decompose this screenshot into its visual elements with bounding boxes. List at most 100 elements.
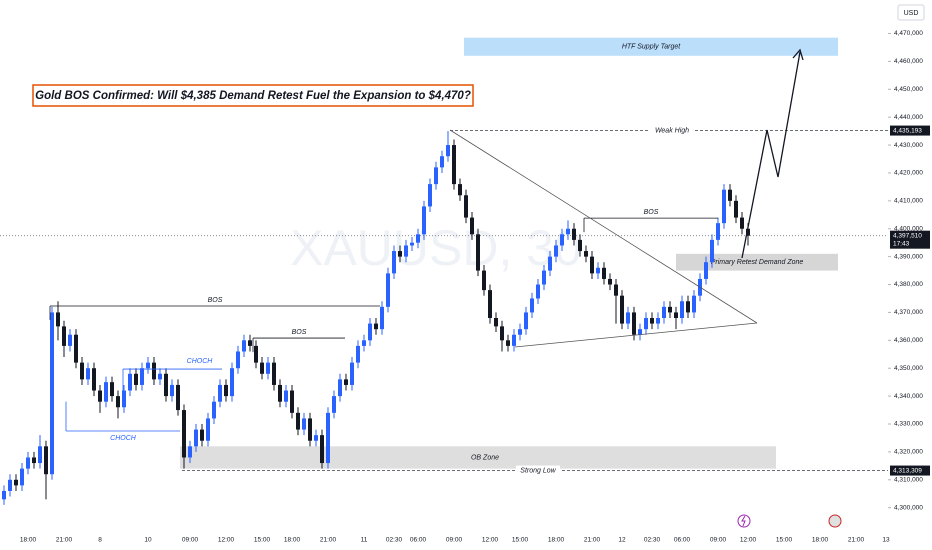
level-label-bg [650, 125, 694, 136]
candle-body [608, 278, 612, 285]
candle-body [656, 318, 660, 324]
y-tick-label: 4,390,000 [894, 253, 923, 260]
watermark: XAUUSD, 30 [290, 220, 582, 276]
x-tick-label: 21:00 [848, 537, 865, 544]
candle-body [8, 479, 12, 491]
candle-body [566, 228, 570, 235]
y-tick-label: 4,380,000 [894, 281, 923, 288]
candle-body [344, 379, 348, 385]
candle-body [536, 284, 540, 299]
y-tick-label: 4,360,000 [894, 337, 923, 344]
x-tick-label: 21:00 [320, 537, 337, 544]
event-icon-bolt [741, 515, 746, 527]
y-tick-label: 4,430,000 [894, 142, 923, 149]
candle-body [176, 384, 180, 411]
candle-body [194, 429, 198, 447]
x-tick-label: 12:00 [740, 537, 757, 544]
x-tick-label: 18:00 [20, 537, 37, 544]
candle-body [32, 457, 36, 464]
zone [676, 253, 838, 271]
candle-body [74, 334, 78, 363]
candle-body [710, 239, 714, 263]
candle-body [524, 312, 528, 330]
candle-body [116, 396, 120, 408]
x-tick-label: 09:00 [446, 537, 463, 544]
bos-label: BOS [292, 329, 307, 336]
zone-label: HTF Supply Target [622, 44, 681, 51]
candle-body [446, 145, 450, 157]
candle-body [170, 384, 174, 397]
zone-label: Primary Retest Demand Zone [711, 259, 804, 266]
candle-body [416, 234, 420, 243]
countdown-label: 17:43 [893, 240, 910, 247]
candle-body [512, 334, 516, 346]
candle-body [428, 184, 432, 207]
y-tick-label: 4,340,000 [894, 393, 923, 400]
candle-body [542, 270, 546, 285]
candle-body [140, 368, 144, 385]
event-icon [737, 514, 751, 528]
candle-body [434, 167, 438, 185]
y-tick-label: 4,350,000 [894, 365, 923, 372]
x-tick-label: 02:30 [386, 537, 403, 544]
candle-body [338, 379, 342, 397]
bos-label: BOS [208, 297, 223, 304]
x-tick-label: 18:00 [284, 537, 301, 544]
candle-body [104, 382, 108, 402]
candle-body [398, 251, 402, 257]
x-tick-label: 18:00 [548, 537, 565, 544]
x-tick-label: 13 [882, 537, 890, 544]
x-tick-label: 12:00 [218, 537, 235, 544]
y-tick-label: 4,300,000 [894, 504, 923, 511]
x-tick-label: 15:00 [254, 537, 271, 544]
candle-body [662, 306, 666, 318]
projection [741, 48, 804, 259]
candle-body [326, 412, 330, 464]
candle-body [356, 345, 360, 363]
candle-body [188, 446, 192, 458]
y-tick-label: 4,450,000 [894, 86, 923, 93]
candle-body [272, 362, 276, 385]
candle-body [56, 312, 60, 327]
candle-body [92, 368, 96, 391]
candle-body [278, 384, 282, 402]
candle-body [38, 446, 42, 464]
candle-body [458, 184, 462, 196]
candle-body [584, 251, 588, 257]
candle-body [422, 206, 426, 235]
candle-body [548, 256, 552, 271]
x-tick-label: 12:00 [482, 537, 499, 544]
triangle-lower [514, 322, 758, 348]
candle-body [572, 228, 576, 240]
x-tick-label: 06:00 [674, 537, 691, 544]
candle-body [80, 362, 84, 380]
candle-body [308, 418, 312, 441]
candle-body [200, 429, 204, 441]
level-label-bg [516, 465, 560, 476]
candle-body [146, 362, 150, 369]
candle-body [494, 318, 498, 327]
candle-body [20, 468, 24, 486]
candle-body [362, 340, 366, 346]
candle-body [164, 373, 168, 397]
candle-body [158, 373, 162, 380]
candle-body [722, 189, 726, 224]
candle-body [128, 373, 132, 391]
candle-body [728, 189, 732, 201]
candle-body [290, 390, 294, 413]
candle-body [2, 490, 6, 500]
candle-body [500, 326, 504, 341]
candle-body [686, 301, 690, 313]
candle-body [638, 329, 642, 335]
y-tick-label: 4,400,000 [894, 225, 923, 232]
currency: USD [904, 10, 919, 17]
y-tick-label: 4,330,000 [894, 421, 923, 428]
candle-body [392, 251, 396, 274]
x-tick-label: 12 [618, 537, 626, 544]
y-tick-label: 4,370,000 [894, 309, 923, 316]
candle-body [260, 362, 264, 374]
candle-body [302, 418, 306, 430]
candle-body [332, 396, 336, 413]
projection-path [741, 51, 801, 259]
candle-body [668, 306, 672, 313]
